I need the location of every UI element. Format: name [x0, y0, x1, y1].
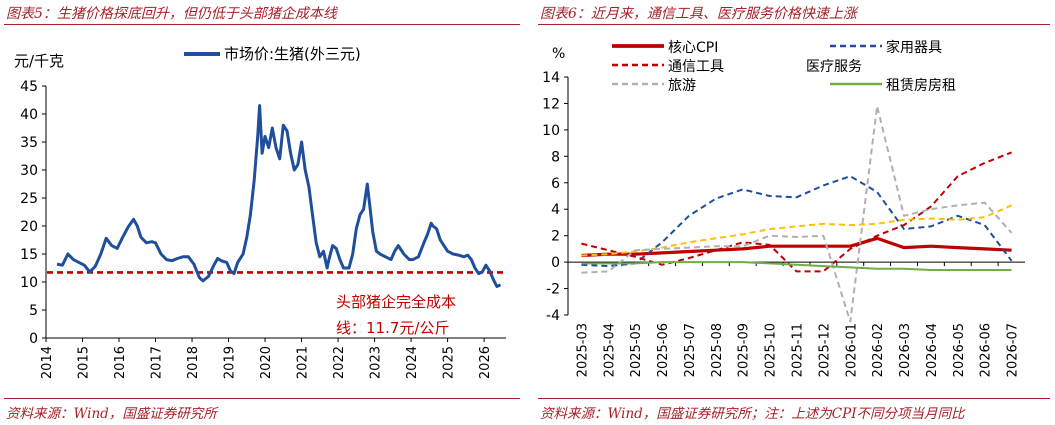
right-x-tick-label: 2025-11 — [791, 323, 806, 377]
left-y-tick-label: 40 — [20, 107, 38, 123]
right-x-tick-label: 2026-03 — [898, 323, 913, 377]
left-x-tick-label: 2023 — [369, 346, 384, 379]
right-x-tick-label: 2026-04 — [925, 323, 940, 377]
right-y-tick-label: 14 — [542, 70, 560, 86]
right-chart-title: 图表6：近月来，通信工具、医疗服务价格快速上涨 — [540, 6, 857, 22]
legend-label-5: 旅游 — [668, 78, 696, 94]
left-y-tick-label: 0 — [29, 331, 38, 347]
series-line-4 — [581, 204, 1013, 257]
right-x-tick-label: 2025-04 — [602, 323, 617, 377]
left-x-tick-label: 2021 — [296, 346, 311, 379]
left-x-tick-label: 2019 — [223, 346, 238, 379]
left-y-tick-label: 35 — [20, 135, 38, 151]
legend-label-1: 核心CPI — [668, 40, 718, 56]
right-x-tick-label: 2025-05 — [629, 323, 644, 377]
right-x-tick-label: 2025-06 — [656, 323, 671, 377]
left-x-tick-label: 2016 — [113, 346, 128, 379]
right-y-tick-label: 12 — [542, 96, 560, 112]
legend-label-2: 家用器具 — [886, 39, 942, 56]
right-y-tick-label: 0 — [551, 255, 560, 271]
left-x-tick-label: 2024 — [405, 346, 420, 379]
series-line-5 — [581, 105, 1013, 323]
right-y-tick-label: 4 — [551, 202, 560, 218]
right-chart-plot: -4 -2 0 2 4 6 8 10 12 14 2025-03 2025-04 2025-05 2025… — [542, 39, 1025, 377]
legend-label-price: 市场价:生猪(外三元) — [224, 45, 361, 63]
right-y-tick-label: 8 — [551, 149, 560, 165]
left-title-rule — [4, 24, 520, 25]
right-source-rule — [538, 398, 1050, 399]
left-y-tick-label: 30 — [20, 163, 38, 179]
left-y-tick-label: 10 — [20, 275, 38, 291]
left-x-tick-label: 2020 — [259, 346, 274, 379]
left-x-tick-label: 2026 — [478, 346, 493, 379]
left-x-tick-label: 2015 — [77, 346, 92, 379]
cost-line-annotation-1: 头部猪企完全成本 — [336, 293, 456, 311]
right-x-tick-label: 2026-05 — [952, 323, 967, 377]
right-x-tick-label: 2025-10 — [764, 323, 779, 377]
right-source-note: 资料来源：Wind，国盛证券研究所；注：上述为CPI不同分项当月同比 — [540, 406, 965, 422]
right-x-tick-label: 2025-03 — [575, 323, 590, 377]
left-chart-title: 图表5：生猪价格探底回升，但仍低于头部猪企成本线 — [6, 6, 337, 22]
right-x-tick-label: 2025-09 — [737, 323, 752, 377]
right-x-tick-label: 2025-12 — [817, 323, 832, 377]
legend-label-3: 通信工具 — [668, 59, 724, 75]
left-y-tick-label: 15 — [20, 247, 38, 263]
left-x-tick-label: 2014 — [40, 346, 55, 379]
series-line-1 — [581, 236, 1012, 258]
right-unit-label: % — [552, 46, 565, 62]
left-x-tick-label: 2017 — [150, 346, 165, 379]
right-x-tick-label: 2026-01 — [844, 323, 859, 377]
right-y-tick-label: 2 — [551, 229, 560, 245]
right-y-tick-label: 10 — [542, 123, 560, 139]
right-x-tick-label: 2026-02 — [871, 323, 886, 377]
left-unit-label: 元/千克 — [14, 52, 64, 70]
left-y-tick-label: 20 — [20, 219, 38, 235]
left-x-tick-label: 2018 — [186, 346, 201, 379]
left-y-tick-label: 5 — [29, 303, 38, 319]
right-x-tick-label: 2025-07 — [683, 323, 698, 377]
legend-label-6: 租赁房房租 — [886, 78, 956, 94]
left-source-note: 资料来源：Wind，国盛证券研究所 — [6, 406, 217, 422]
right-x-tick-label: 2025-08 — [710, 323, 725, 377]
left-x-tick-label: 2022 — [332, 346, 347, 379]
price-series-line — [56, 104, 502, 288]
left-source-rule — [4, 398, 520, 399]
right-x-tick-label: 2026-07 — [1006, 323, 1021, 377]
right-y-tick-label: -2 — [546, 282, 560, 298]
right-y-tick-label: -4 — [546, 308, 560, 324]
series-line-2 — [581, 175, 1013, 268]
right-title-rule — [538, 24, 1050, 25]
left-y-tick-label: 25 — [20, 191, 38, 207]
series-line-6 — [581, 261, 1012, 271]
legend-label-4: 医疗服务 — [806, 59, 862, 75]
cost-line-annotation-2: 线：11.7元/公斤 — [336, 319, 449, 337]
left-y-tick-label: 45 — [20, 79, 38, 95]
right-y-tick-label: 6 — [551, 176, 560, 192]
left-x-tick-label: 2025 — [442, 346, 457, 379]
right-x-tick-label: 2026-06 — [979, 323, 994, 377]
